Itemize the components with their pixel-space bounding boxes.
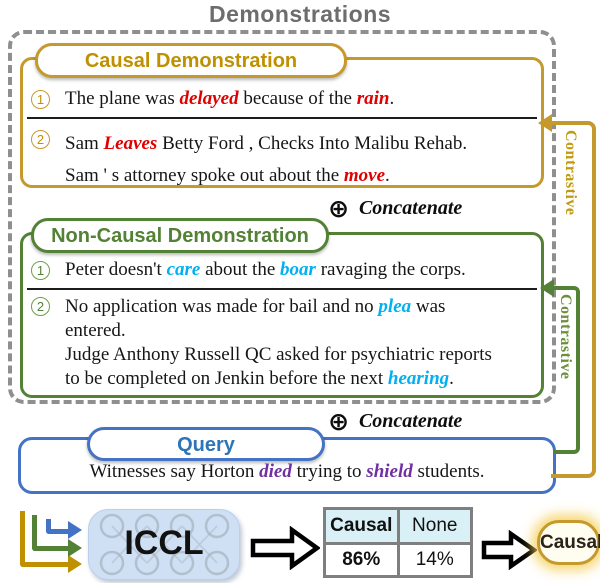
highlight-word: hearing bbox=[387, 368, 450, 389]
arrow-left-gold-icon bbox=[538, 114, 552, 132]
item-text: No application was made for bail and no … bbox=[65, 295, 535, 319]
text-segment: ravaging the corps. bbox=[315, 259, 466, 280]
text-segment: The plane was bbox=[65, 88, 180, 109]
table-value-causal: 86% bbox=[326, 545, 397, 575]
noncausal-demo-box: Non-Causal Demonstration 1 Peter doesn't… bbox=[20, 218, 544, 398]
text-segment: Sam ' s attorney spoke out about the bbox=[65, 165, 344, 186]
text-segment: Witnesses say Horton bbox=[89, 461, 260, 482]
arrowhead-blue-icon bbox=[68, 521, 82, 539]
causal-demo-item-1: 1 The plane was delayed because of the r… bbox=[31, 88, 535, 110]
table-value-none: 14% bbox=[399, 545, 470, 575]
result-table: Causal None 86% 14% bbox=[323, 507, 473, 578]
highlight-word: died bbox=[259, 461, 292, 482]
noncausal-demo-item-1: 1 Peter doesn't care about the boar rava… bbox=[31, 259, 535, 281]
highlight-word: boar bbox=[280, 259, 316, 280]
demonstrations-panel bbox=[8, 30, 556, 404]
text-segment: trying to bbox=[291, 461, 367, 482]
item-text: entered. bbox=[65, 319, 535, 343]
text-segment: Sam bbox=[65, 133, 104, 154]
text-segment: Judge Anthony Russell QC asked for psych… bbox=[65, 344, 492, 365]
contrastive-connector-gold bbox=[551, 121, 596, 478]
highlight-word: care bbox=[166, 259, 201, 280]
text-segment: . bbox=[449, 368, 454, 389]
concatenate-row-2: ⊕ Concatenate bbox=[328, 409, 462, 434]
query-tab: Query bbox=[87, 427, 325, 461]
text-segment: because of the bbox=[238, 88, 357, 109]
highlight-word: delayed bbox=[179, 88, 239, 109]
noncausal-demo-tab: Non-Causal Demonstration bbox=[31, 218, 329, 253]
text-segment: No application was made for bail and no bbox=[65, 296, 379, 317]
query-text: Witnesses say Horton died trying to shie… bbox=[21, 461, 553, 483]
circled-plus-icon: ⊕ bbox=[328, 194, 349, 223]
item-number-badge: 1 bbox=[31, 261, 50, 280]
input-arrow-gold-icon bbox=[20, 511, 68, 567]
text-segment: Peter doesn't bbox=[65, 259, 167, 280]
item-text: Judge Anthony Russell QC asked for psych… bbox=[65, 343, 535, 367]
causal-demo-label: Causal Demonstration bbox=[84, 50, 298, 72]
text-segment: about the bbox=[200, 259, 281, 280]
input-arrow-blue-icon bbox=[46, 519, 68, 534]
highlight-word: Leaves bbox=[103, 133, 158, 154]
causal-demo-tab: Causal Demonstration bbox=[35, 43, 347, 78]
figure-title: Demonstrations bbox=[208, 1, 392, 27]
arrowhead-gold-icon bbox=[68, 555, 82, 573]
text-segment: students. bbox=[412, 461, 485, 482]
text-segment: entered. bbox=[65, 320, 126, 341]
table-header-none: None bbox=[399, 510, 470, 542]
highlight-word: plea bbox=[378, 296, 412, 317]
item-text: Sam ' s attorney spoke out about the mov… bbox=[65, 160, 535, 192]
highlight-word: move bbox=[343, 165, 386, 186]
query-box: Query Witnesses say Horton died trying t… bbox=[18, 427, 556, 494]
flow-arrow-icon bbox=[250, 526, 320, 570]
item-number-badge: 2 bbox=[31, 297, 50, 316]
highlight-word: shield bbox=[366, 461, 413, 482]
text-segment: was bbox=[411, 296, 446, 317]
contrastive-connector-green bbox=[553, 286, 580, 454]
item-number-badge: 2 bbox=[31, 130, 50, 149]
concatenate-label: Concatenate bbox=[358, 410, 463, 432]
text-segment: . bbox=[385, 165, 390, 186]
item-text: Sam Leaves Betty Ford , Checks Into Mali… bbox=[65, 128, 535, 160]
input-arrow-green-icon bbox=[32, 515, 68, 551]
item-text: Peter doesn't care about the boar ravagi… bbox=[65, 259, 535, 281]
causal-demo-box: Causal Demonstration 1 The plane was del… bbox=[20, 43, 544, 188]
contrastive-label-top: Contrastive bbox=[562, 130, 579, 216]
separator-line bbox=[27, 288, 537, 290]
prediction-label: Causal bbox=[540, 532, 600, 553]
iccl-model-box: ICCL bbox=[88, 509, 240, 580]
separator-line bbox=[27, 117, 537, 119]
circled-plus-icon: ⊕ bbox=[328, 407, 349, 436]
item-text: The plane was delayed because of the rai… bbox=[65, 88, 535, 110]
arrow-left-green-icon bbox=[540, 279, 554, 297]
iccl-label: ICCL bbox=[124, 524, 204, 562]
concatenate-label: Concatenate bbox=[358, 197, 463, 219]
highlight-word: rain bbox=[356, 88, 390, 109]
text-segment: . bbox=[389, 88, 395, 109]
item-number-badge: 1 bbox=[31, 90, 50, 109]
concatenate-row-1: ⊕ Concatenate bbox=[328, 196, 462, 221]
causal-demo-item-2: 2 Sam Leaves Betty Ford , Checks Into Ma… bbox=[31, 128, 535, 192]
noncausal-demo-label: Non-Causal Demonstration bbox=[51, 225, 309, 247]
query-label: Query bbox=[177, 434, 235, 456]
text-segment: to be completed on Jenkin before the nex… bbox=[65, 368, 388, 389]
noncausal-demo-item-2: 2 No application was made for bail and n… bbox=[31, 295, 535, 391]
prediction-pill: Causal bbox=[537, 520, 600, 565]
arrowhead-green-icon bbox=[68, 539, 82, 557]
text-segment: Betty Ford , Checks Into Malibu Rehab. bbox=[157, 133, 468, 154]
table-header-causal: Causal bbox=[326, 510, 397, 542]
flow-arrow-icon bbox=[481, 530, 537, 570]
contrastive-label-bottom: Contrastive bbox=[557, 294, 574, 380]
neural-network-icon bbox=[99, 513, 230, 576]
item-text: to be completed on Jenkin before the nex… bbox=[65, 367, 535, 391]
